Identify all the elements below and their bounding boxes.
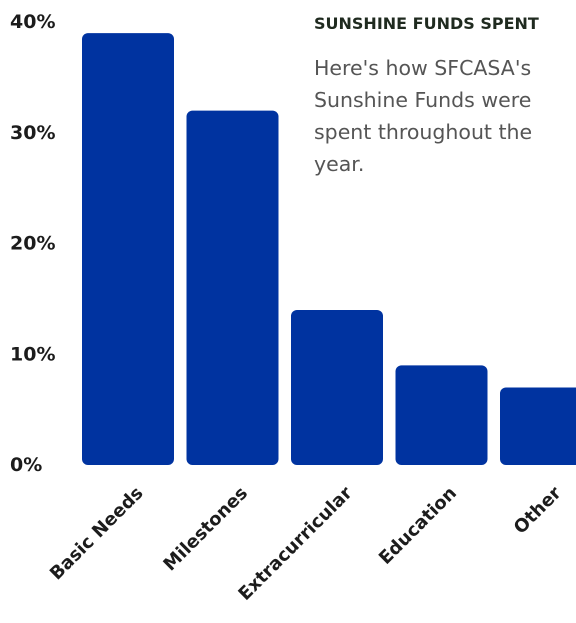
category-label: Milestones [159, 483, 252, 576]
y-axis-ticks: 0% 10% 20% 30% 40% [10, 11, 55, 476]
bar [395, 365, 488, 465]
bar [82, 33, 174, 465]
category-label: Extracurricular [234, 483, 356, 605]
bar [291, 309, 383, 465]
bars [82, 33, 576, 465]
y-tick-label: 30% [10, 122, 55, 144]
y-tick-label: 0% [10, 454, 42, 476]
category-label: Basic Needs [46, 483, 148, 585]
y-tick-label: 40% [10, 11, 55, 33]
bar [186, 110, 279, 465]
y-tick-label: 10% [10, 343, 55, 365]
chart-title: SUNSHINE FUNDS SPENT [314, 14, 539, 33]
category-label: Other [510, 483, 566, 539]
y-tick-label: 20% [10, 233, 55, 255]
category-label: Education [375, 483, 461, 569]
bar [500, 387, 576, 465]
chart-annotation: Here's how SFCASA's Sunshine Funds were … [314, 56, 533, 176]
